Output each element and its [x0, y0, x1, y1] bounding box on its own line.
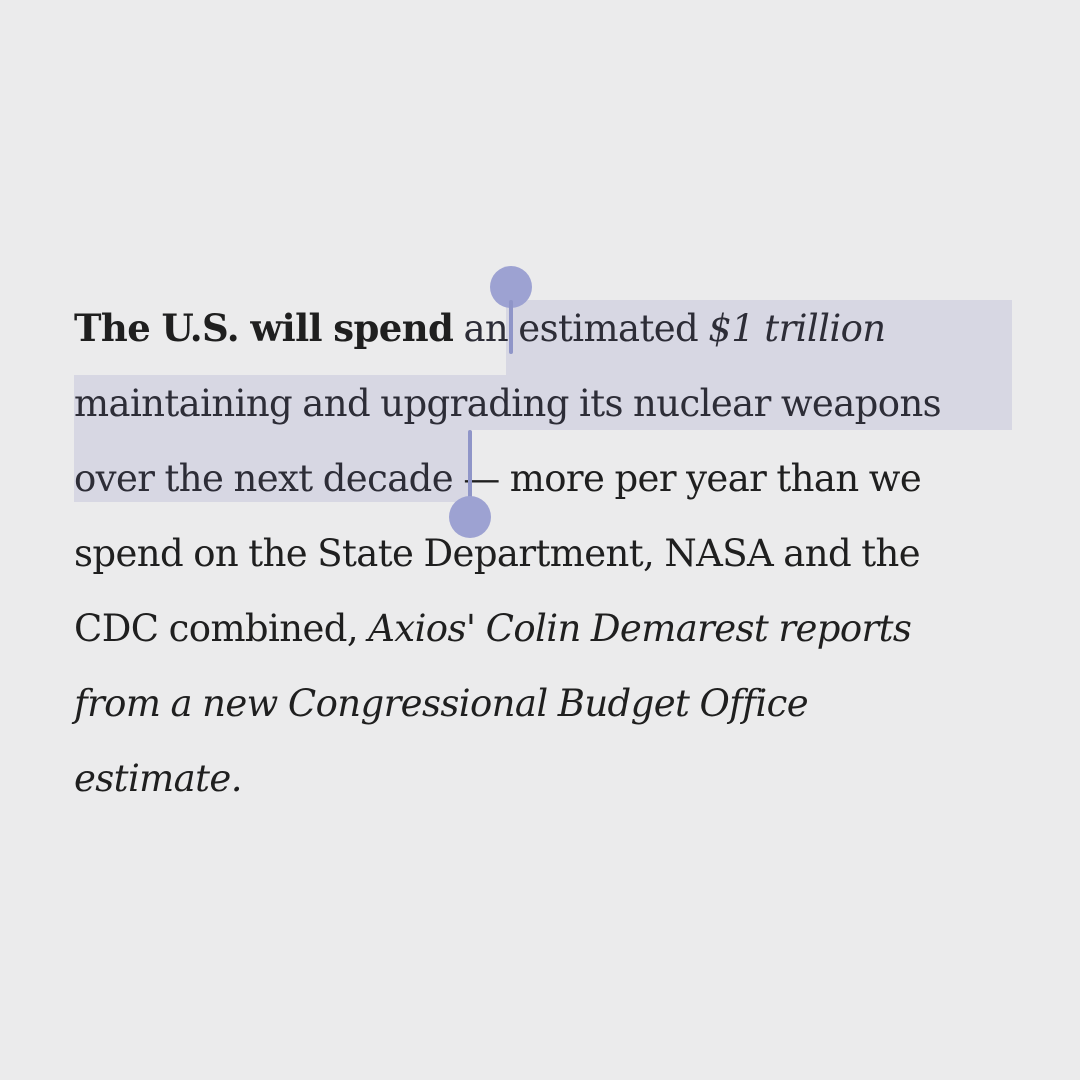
selection-start-caret — [509, 300, 513, 354]
selection-highlight-line-3 — [74, 430, 470, 502]
selection-highlight-line-1 — [506, 300, 1012, 375]
paragraph-line-2: maintaining and upgrading its nuclear we… — [74, 382, 942, 425]
lead-text: The U.S. will spend — [74, 306, 454, 350]
selection-end-caret — [468, 430, 472, 502]
attribution-line-1: Axios' Colin Demarest reports — [368, 607, 912, 650]
attribution-line-2: from a new Congressional Budget Office — [74, 682, 809, 725]
paragraph-line-1: The U.S. will spend an estimated $1 tril… — [74, 291, 1034, 366]
selection-highlight-line-2 — [74, 375, 1012, 430]
paragraph-line-4: spend on the State Department, NASA and … — [74, 532, 921, 575]
attribution-line-3: estimate. — [74, 757, 242, 800]
line-3-rest: — more per year than we — [453, 457, 922, 500]
article-paragraph[interactable]: The U.S. will spend an estimated $1 tril… — [74, 291, 1034, 816]
selected-text-end: over the next decade — [74, 457, 454, 500]
amount-text: $1 trillion — [708, 307, 886, 350]
paragraph-line-5: CDC combined, Axios' Colin Demarest repo… — [74, 591, 1034, 666]
line-5-start: CDC combined, — [74, 607, 369, 650]
selected-text-start: an estimated — [453, 307, 709, 350]
paragraph-line-3: over the next decade — more per year tha… — [74, 441, 1034, 516]
selection-end-handle[interactable] — [449, 496, 491, 538]
